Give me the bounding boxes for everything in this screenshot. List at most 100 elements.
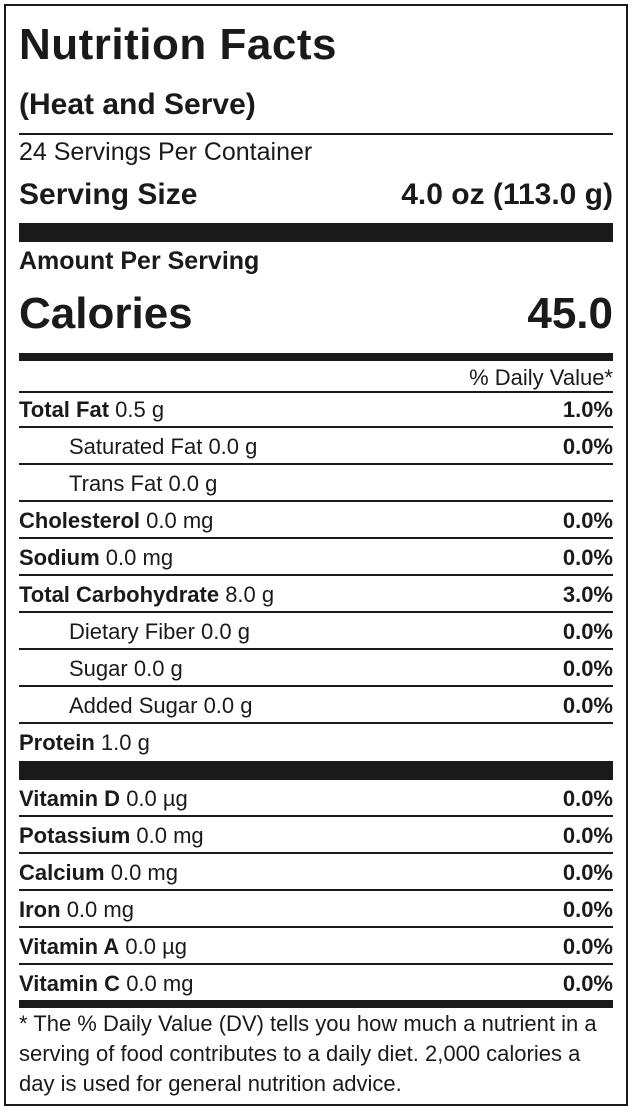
nutrient-amount: 0.0 mg: [66, 897, 134, 922]
label-title: Nutrition Facts: [19, 20, 337, 69]
row-divider: [19, 685, 613, 687]
nutrient-amount: 0.0 g: [203, 693, 253, 718]
nutrient-name: Total Fat 0.5 g: [19, 397, 164, 423]
divider-thin: [19, 391, 613, 393]
nutrient-row: Vitamin C 0.0 mg 0.0%: [19, 965, 613, 1002]
divider-thick: [19, 223, 613, 242]
nutrient-amount: 0.0 mg: [110, 860, 178, 885]
nutrient-amount: 0.0 mg: [105, 545, 174, 570]
row-divider: [19, 722, 613, 724]
row-divider: [19, 500, 613, 502]
nutrient-name: Calcium 0.0 mg: [19, 860, 178, 886]
nutrient-daily-value: 0.0%: [562, 693, 613, 718]
row-divider: [19, 852, 613, 854]
nutrient-amount: 0.0 mg: [136, 823, 204, 848]
row-divider: [19, 463, 613, 465]
nutrient-daily-value: 0.0%: [562, 619, 613, 644]
nutrient-label: Potassium: [19, 823, 131, 848]
nutrient-name: Added Sugar 0.0 g: [69, 693, 253, 719]
nutrient-amount: 0.0 µg: [126, 786, 188, 811]
row-divider: [19, 611, 613, 613]
calories-value: 45.0: [527, 289, 613, 338]
nutrient-label: Added Sugar: [69, 693, 198, 718]
nutrient-amount: 8.0 g: [225, 582, 275, 607]
nutrient-daily-value: 0.0%: [562, 934, 613, 959]
nutrition-facts-label: Nutrition Facts (Heat and Serve) 24 Serv…: [4, 4, 628, 1106]
nutrient-amount: 0.0 g: [168, 471, 218, 496]
nutrient-daily-value: 0.0%: [562, 545, 613, 570]
nutrient-name: Potassium 0.0 mg: [19, 823, 204, 849]
nutrient-daily-value: 0.0%: [562, 786, 613, 811]
nutrient-name: Iron 0.0 mg: [19, 897, 134, 923]
row-divider: [19, 574, 613, 576]
row-divider: [19, 889, 613, 891]
nutrient-label: Cholesterol: [19, 508, 141, 533]
nutrient-name: Trans Fat 0.0 g: [69, 471, 217, 497]
nutrient-row: Potassium 0.0 mg 0.0%: [19, 817, 613, 854]
serving-size-label: Serving Size: [19, 178, 198, 211]
nutrient-label: Total Fat: [19, 397, 110, 422]
nutrient-daily-value: 0.0%: [562, 434, 613, 459]
nutrient-name: Sugar 0.0 g: [69, 656, 183, 682]
amount-per-serving: Amount Per Serving: [19, 247, 260, 275]
nutrient-row: Saturated Fat 0.0 g 0.0%: [19, 428, 613, 465]
nutrient-row: Total Fat 0.5 g 1.0%: [19, 391, 613, 428]
nutrient-name: Total Carbohydrate 8.0 g: [19, 582, 274, 608]
nutrient-label: Calcium: [19, 860, 105, 885]
daily-value-header: % Daily Value*: [469, 365, 613, 390]
nutrient-amount: 0.0 mg: [146, 508, 214, 533]
row-divider: [19, 648, 613, 650]
nutrient-label: Total Carbohydrate: [19, 582, 220, 607]
divider-thick: [19, 761, 613, 780]
nutrient-daily-value: 0.0%: [562, 860, 613, 885]
nutrient-label: Vitamin C: [19, 971, 121, 996]
nutrient-daily-value: 3.0%: [562, 582, 613, 607]
row-divider: [19, 815, 613, 817]
nutrient-label: Dietary Fiber: [69, 619, 195, 644]
label-subtitle: (Heat and Serve): [19, 88, 256, 121]
nutrient-row: Trans Fat 0.0 g: [19, 465, 613, 502]
nutrient-label: Vitamin D: [19, 786, 121, 811]
nutrient-label: Sodium: [19, 545, 100, 570]
divider-medium: [19, 353, 613, 361]
nutrient-daily-value: 0.0%: [562, 897, 613, 922]
nutrient-row: Total Carbohydrate 8.0 g 3.0%: [19, 576, 613, 613]
nutrient-daily-value: 1.0%: [562, 397, 613, 422]
nutrient-name: Vitamin D 0.0 µg: [19, 786, 188, 812]
nutrient-amount: 0.5 g: [115, 397, 165, 422]
nutrient-row: Added Sugar 0.0 g 0.0%: [19, 687, 613, 724]
serving-size-value: 4.0 oz (113.0 g): [401, 178, 613, 211]
nutrient-name: Protein 1.0 g: [19, 730, 150, 756]
divider-medium: [19, 1000, 613, 1008]
nutrient-row: Vitamin A 0.0 µg 0.0%: [19, 928, 613, 965]
nutrient-label: Vitamin A: [19, 934, 120, 959]
nutrient-row: Protein 1.0 g: [19, 724, 613, 761]
nutrient-daily-value: 0.0%: [562, 656, 613, 681]
nutrient-row: Vitamin D 0.0 µg 0.0%: [19, 780, 613, 817]
row-divider: [19, 426, 613, 428]
nutrient-label: Trans Fat: [69, 471, 163, 496]
nutrient-name: Vitamin A 0.0 µg: [19, 934, 187, 960]
nutrient-daily-value: 0.0%: [562, 508, 613, 533]
nutrient-name: Sodium 0.0 mg: [19, 545, 173, 571]
nutrient-daily-value: 0.0%: [562, 823, 613, 848]
calories-label: Calories: [19, 289, 193, 338]
daily-value-footnote: * The % Daily Value (DV) tells you how m…: [19, 1011, 597, 1096]
nutrient-name: Dietary Fiber 0.0 g: [69, 619, 250, 645]
nutrient-label: Iron: [19, 897, 61, 922]
nutrient-row: Cholesterol 0.0 mg 0.0%: [19, 502, 613, 539]
nutrient-daily-value: 0.0%: [562, 971, 613, 996]
divider-thin: [19, 133, 613, 135]
nutrient-label: Sugar: [69, 656, 128, 681]
nutrient-name: Saturated Fat 0.0 g: [69, 434, 257, 460]
nutrient-amount: 0.0 µg: [125, 934, 187, 959]
nutrient-label: Saturated Fat: [69, 434, 203, 459]
nutrient-name: Vitamin C 0.0 mg: [19, 971, 193, 997]
nutrient-amount: 0.0 g: [201, 619, 250, 644]
nutrient-row: Dietary Fiber 0.0 g 0.0%: [19, 613, 613, 650]
label-content: Nutrition Facts (Heat and Serve) 24 Serv…: [19, 6, 613, 1104]
row-divider: [19, 963, 613, 965]
nutrient-row: Iron 0.0 mg 0.0%: [19, 891, 613, 928]
nutrient-row: Sodium 0.0 mg 0.0%: [19, 539, 613, 576]
servings-per-container: 24 Servings Per Container: [19, 138, 313, 166]
